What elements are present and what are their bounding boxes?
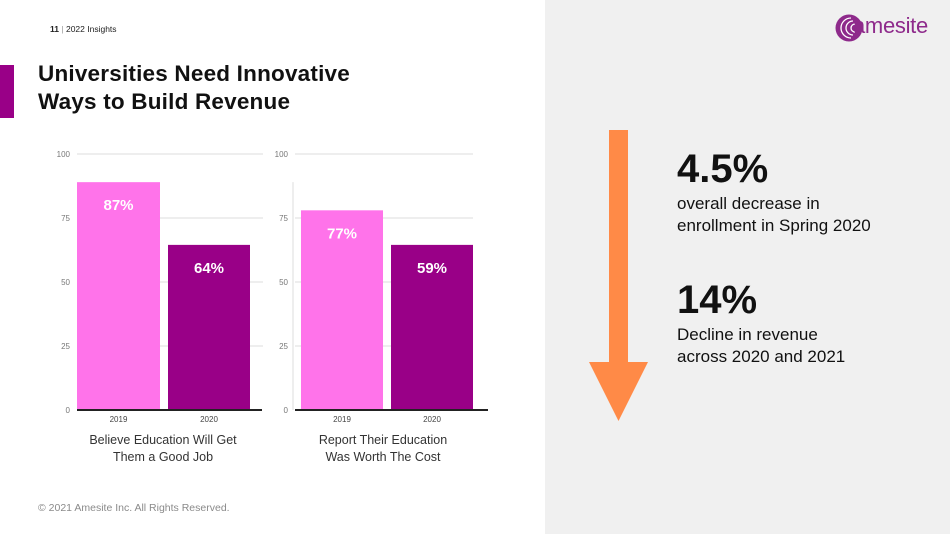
bar-2019	[77, 182, 160, 410]
stat-desc-line-1: overall decrease in	[677, 194, 820, 213]
title-line-2: Ways to Build Revenue	[38, 89, 291, 114]
y-tick-label: 100	[275, 150, 289, 159]
title-line-1: Universities Need Innovative	[38, 61, 350, 86]
footer-copyright: © 2021 Amesite Inc. All Rights Reserved.	[38, 502, 230, 514]
chart-believe-good-job: 0 25 50 75 100 87% 2019 64% 2020	[57, 150, 263, 424]
stat-value: 4.5%	[677, 147, 769, 191]
charts-area: 0 25 50 75 100 87% 2019 64% 2020 0 25 50 75 100 77% 20…	[57, 150, 488, 424]
bar-2020	[168, 244, 250, 410]
caption-line-1: Believe Education Will Get	[89, 433, 237, 447]
caption-line-2: Was Worth The Cost	[325, 450, 441, 464]
y-tick-label: 25	[61, 342, 70, 351]
caption-line-2: Them a Good Job	[112, 450, 214, 464]
section-name: 2022 Insights	[65, 24, 117, 34]
chart-worth-the-cost: 0 25 50 75 100 77% 2019 59% 2020	[275, 150, 488, 424]
bar-2020	[391, 244, 473, 410]
stat-revenue: 14% Decline in revenue across 2020 and 2…	[677, 278, 845, 368]
data-label: 87%	[103, 197, 133, 214]
y-tick-label: 50	[279, 278, 288, 287]
stat-value: 14%	[677, 278, 758, 322]
stat-desc-line-2: enrollment in Spring 2020	[677, 216, 871, 235]
page-number: 11	[50, 24, 59, 34]
y-tick-label: 50	[61, 278, 70, 287]
page-header: 11 | 2022 Insights	[50, 24, 117, 34]
y-tick-label: 100	[57, 150, 71, 159]
data-label: 64%	[194, 260, 224, 277]
logo-text: amesite	[853, 13, 928, 38]
bar-2019	[301, 210, 383, 410]
header-separator: |	[61, 24, 64, 34]
amesite-logo-icon	[835, 14, 863, 42]
x-tick-label: 2019	[333, 415, 351, 424]
y-tick-label: 75	[279, 214, 288, 223]
x-tick-label: 2020	[200, 415, 218, 424]
stat-desc-line-1: Decline in revenue	[677, 325, 818, 344]
y-tick-label: 0	[284, 406, 289, 415]
caption-line-1: Report Their Education	[318, 433, 448, 447]
page-title: Universities Need Innovative Ways to Bui…	[38, 60, 350, 116]
y-tick-label: 0	[66, 406, 71, 415]
chart-1-caption: Believe Education Will Get Them a Good J…	[53, 432, 273, 466]
chart-2-caption: Report Their Education Was Worth The Cos…	[273, 432, 493, 466]
down-arrow-icon	[589, 130, 648, 421]
data-label: 77%	[327, 225, 357, 242]
y-tick-label: 75	[61, 214, 70, 223]
stat-desc-line-2: across 2020 and 2021	[677, 347, 846, 366]
stat-enrollment: 4.5% overall decrease in enrollment in S…	[677, 147, 871, 237]
data-label: 59%	[417, 260, 447, 277]
y-tick-label: 25	[279, 342, 288, 351]
title-accent-bar	[0, 65, 14, 118]
x-tick-label: 2020	[423, 415, 441, 424]
x-tick-label: 2019	[110, 415, 128, 424]
